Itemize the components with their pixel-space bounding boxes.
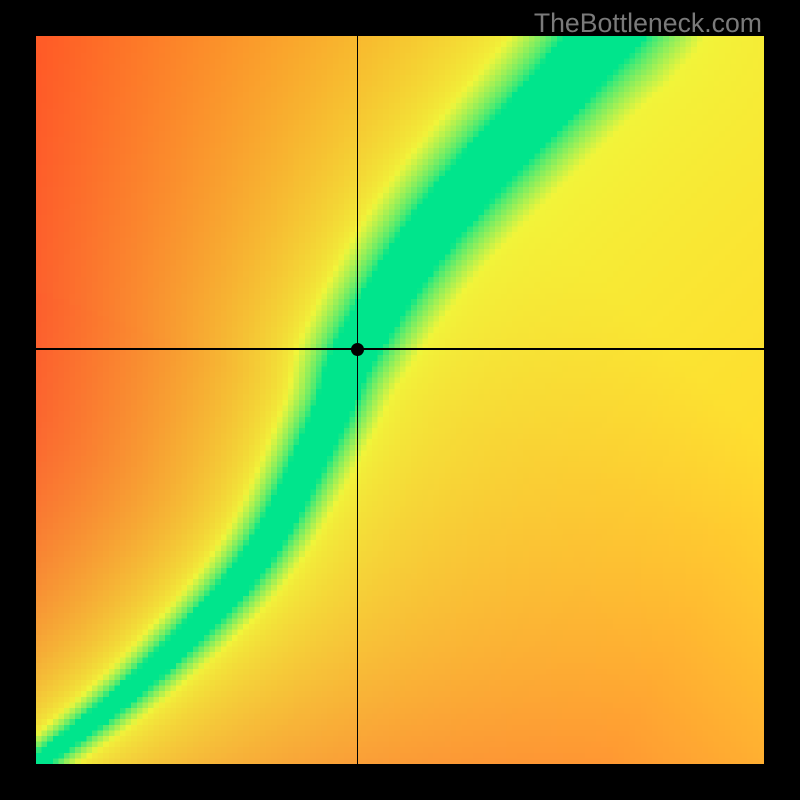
chart-container: TheBottleneck.com xyxy=(0,0,800,800)
bottleneck-heatmap xyxy=(36,36,764,764)
watermark-text: TheBottleneck.com xyxy=(534,8,762,39)
crosshair-horizontal xyxy=(36,348,764,349)
crosshair-vertical xyxy=(357,36,358,764)
crosshair-marker xyxy=(351,343,364,356)
